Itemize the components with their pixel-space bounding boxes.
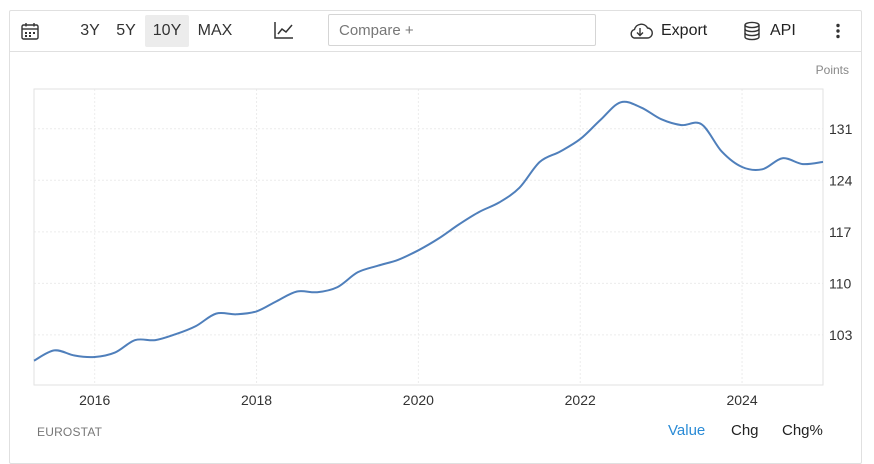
x-tick-label: 2024: [726, 392, 757, 408]
database-icon[interactable]: [743, 21, 761, 41]
x-tick-labels: 2016 2018 2020 2022 2024: [79, 392, 758, 408]
x-tick-label: 2020: [403, 392, 434, 408]
value-mode-button[interactable]: Value: [668, 422, 706, 439]
y-tick-label: 110: [829, 275, 852, 291]
series-line: [33, 100, 824, 362]
source-label: EUROSTAT: [37, 425, 103, 439]
line-chart-icon[interactable]: [274, 21, 294, 39]
x-tick-label: 2016: [79, 392, 110, 408]
change-mode-button[interactable]: Chg: [731, 422, 759, 439]
y-tick-labels: 103 110 117 124 131: [829, 121, 853, 343]
x-tick-label: 2018: [241, 392, 272, 408]
range-5y-button[interactable]: 5Y: [116, 22, 136, 39]
range-3y-button[interactable]: 3Y: [80, 22, 100, 39]
line-chart: 2016 2018 2020 2022 2024 103 110 117 124 131: [33, 88, 853, 408]
vertical-ellipsis-icon[interactable]: [835, 23, 841, 39]
plot-area: [33, 88, 824, 386]
y-tick-label: 103: [829, 327, 853, 343]
chart-toolbar: 3Y 5Y 10Y MAX Export API: [10, 11, 861, 52]
calendar-icon[interactable]: [21, 22, 39, 40]
x-tick-label: 2022: [565, 392, 596, 408]
range-10y-button[interactable]: 10Y: [145, 15, 189, 47]
y-tick-label: 117: [829, 224, 852, 240]
y-axis-unit-label: Points: [815, 63, 849, 77]
y-tick-label: 124: [829, 172, 853, 188]
cloud-download-icon[interactable]: [627, 22, 653, 40]
api-button[interactable]: API: [770, 22, 796, 39]
chart-widget: 3Y 5Y 10Y MAX Export API: [9, 10, 862, 464]
export-button[interactable]: Export: [661, 22, 708, 39]
change-percent-mode-button[interactable]: Chg%: [782, 422, 823, 439]
range-max-button[interactable]: MAX: [197, 22, 233, 39]
compare-input[interactable]: [328, 14, 596, 46]
y-tick-label: 131: [829, 121, 853, 137]
